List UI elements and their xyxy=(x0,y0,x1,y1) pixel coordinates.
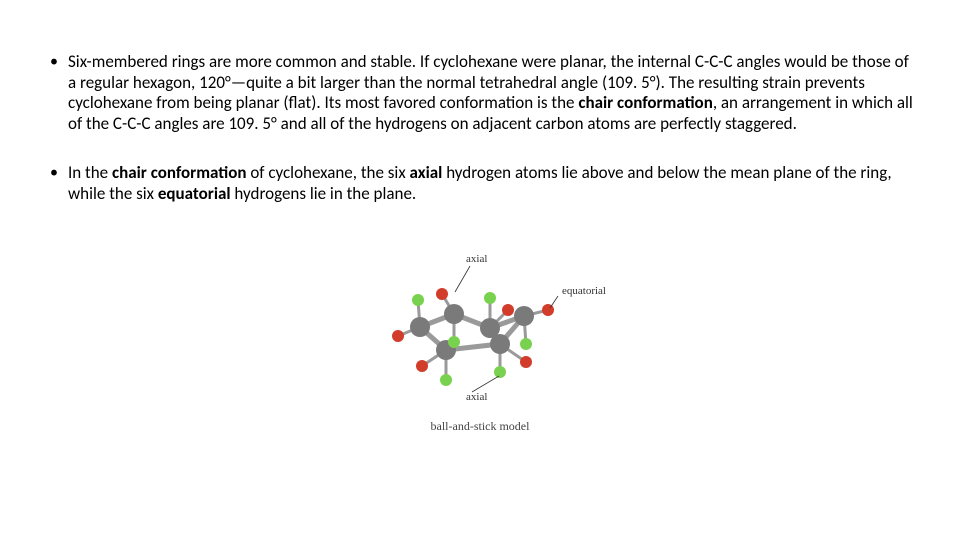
svg-text:axial: axial xyxy=(466,391,487,403)
text-run: axial xyxy=(410,162,447,183)
text-run: chair conformation xyxy=(112,162,250,183)
figure-container: axial axial equatorial ball-and-stick mode… xyxy=(40,232,920,434)
svg-text:axial: axial xyxy=(466,253,487,265)
ball-stick-model: axial axial equatorial xyxy=(350,232,610,412)
bullet-marker: • xyxy=(40,52,68,135)
text-run: equatorial xyxy=(158,183,235,204)
text-run: In the xyxy=(68,162,112,183)
text-run: of cyclohexane, the six xyxy=(250,162,409,183)
bullet-marker: • xyxy=(40,163,68,204)
text-run: chair conformation xyxy=(578,92,712,113)
text-run: hydrogens lie in the plane. xyxy=(234,183,416,204)
bullet-text-2: In the chair conformation of cyclohexane… xyxy=(68,163,920,204)
svg-text:equatorial: equatorial xyxy=(562,285,606,297)
bullet-item: • Six-membered rings are more common and… xyxy=(40,52,920,135)
figure-caption: ball-and-stick model xyxy=(40,419,920,434)
bullet-text-1: Six-membered rings are more common and s… xyxy=(68,52,920,135)
bullet-item: • In the chair conformation of cyclohexa… xyxy=(40,163,920,204)
